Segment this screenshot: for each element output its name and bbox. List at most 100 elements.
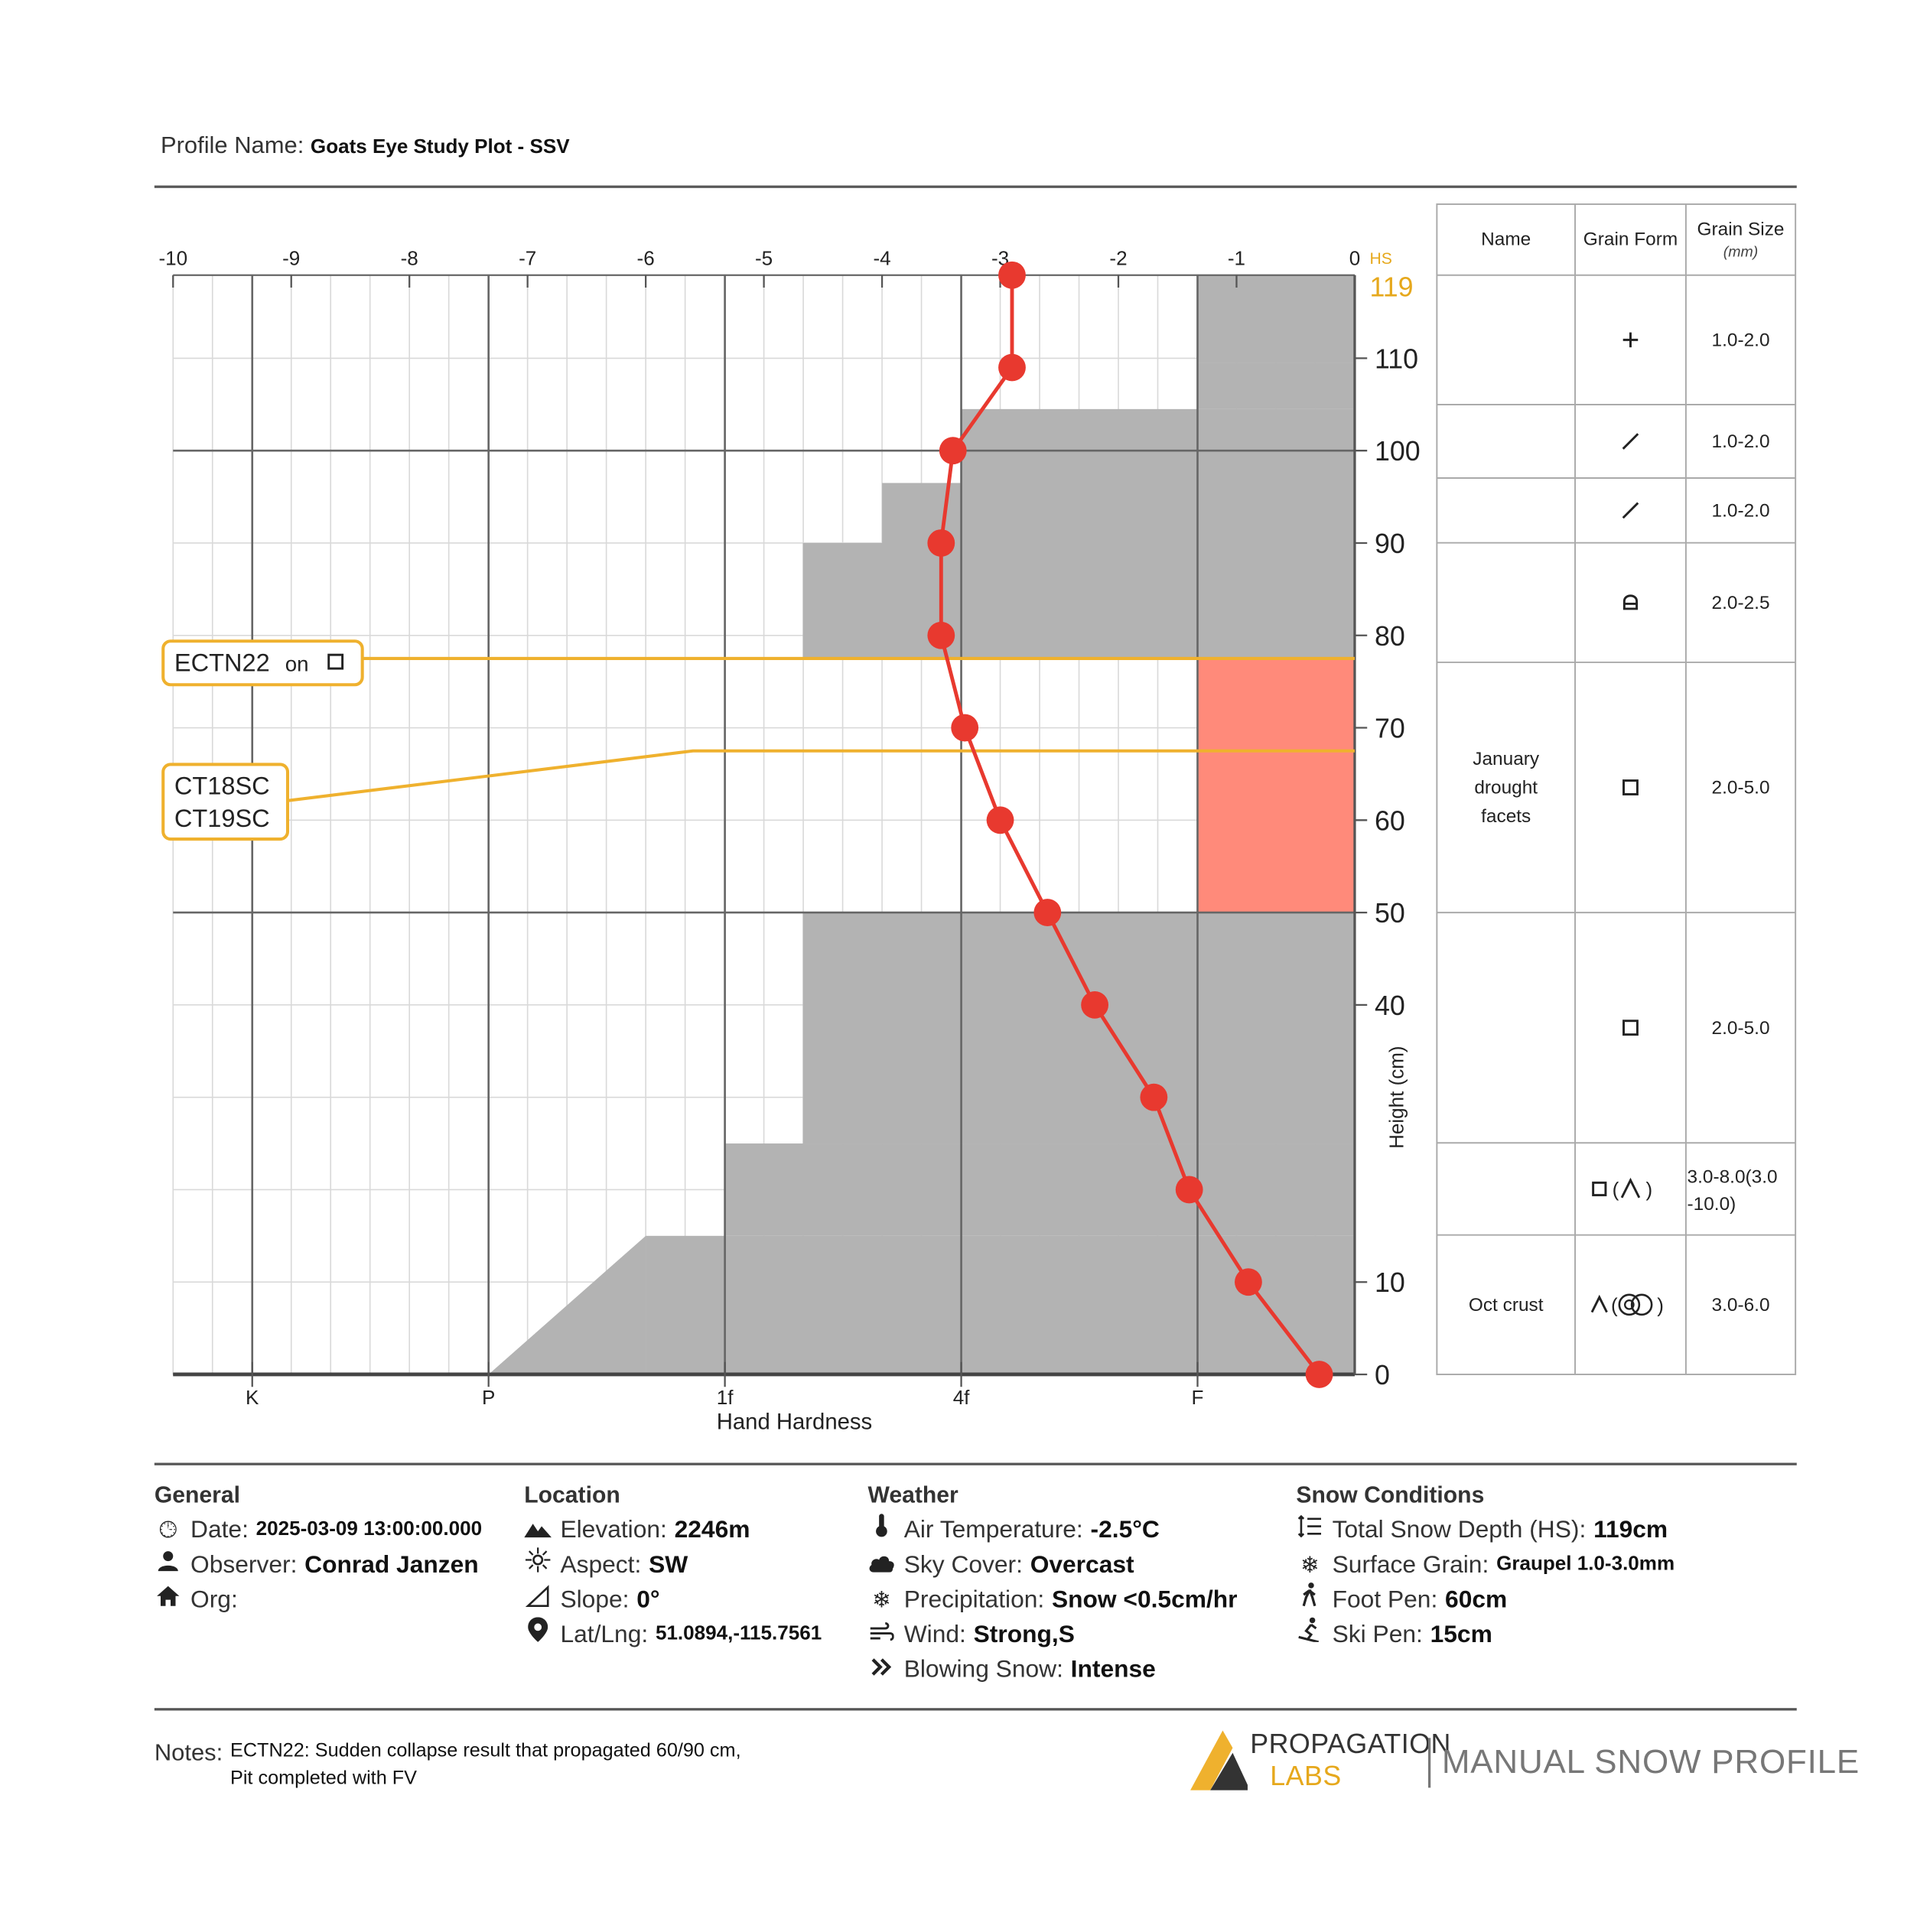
blowing-snow-value: Intense bbox=[1070, 1655, 1156, 1683]
aspect-row: Aspect: SW bbox=[524, 1547, 822, 1582]
general-heading: General bbox=[154, 1481, 240, 1508]
snow-layer bbox=[1197, 363, 1355, 409]
temperature-point bbox=[951, 714, 979, 742]
depth-hoar-icon bbox=[1620, 1177, 1641, 1199]
depth-lines-icon bbox=[1296, 1513, 1323, 1548]
brand-labs: LABS bbox=[1270, 1760, 1342, 1792]
test-label: CT18SC bbox=[174, 772, 270, 799]
snow-layer-taper bbox=[488, 1235, 646, 1374]
y-tick-label: 90 bbox=[1375, 529, 1405, 559]
snow-layer bbox=[802, 542, 1355, 659]
profile-name: Profile Name: Goats Eye Study Plot - SSV bbox=[161, 133, 570, 161]
blowing-snow-label: Blowing Snow: bbox=[903, 1655, 1063, 1683]
latlng-row: Lat/Lng: 51.0894,-115.7561 bbox=[524, 1617, 822, 1652]
map-pin-icon bbox=[524, 1617, 552, 1652]
y-tick-label: 10 bbox=[1375, 1267, 1405, 1298]
facet-grain-icon bbox=[1622, 1020, 1639, 1036]
grain-size: -10.0) bbox=[1688, 1194, 1736, 1215]
test-line bbox=[288, 749, 1355, 802]
cloud-icon bbox=[868, 1547, 896, 1582]
hardness-tick-label: 4f bbox=[953, 1386, 970, 1409]
facet-grain-icon bbox=[327, 653, 344, 670]
double-chevron-icon bbox=[868, 1652, 896, 1687]
foot-pen-label: Foot Pen: bbox=[1332, 1586, 1438, 1614]
y-tick-label: 0 bbox=[1375, 1360, 1390, 1390]
foot-pen-value: 60cm bbox=[1445, 1586, 1508, 1614]
facet-grain-icon bbox=[1622, 779, 1639, 795]
weather-heading: Weather bbox=[867, 1481, 958, 1508]
grain-size: 2.0-5.0 bbox=[1712, 778, 1770, 798]
slope-label: Slope: bbox=[560, 1586, 630, 1614]
x-tick-label: -7 bbox=[519, 247, 536, 270]
notes-line: ECTN22: Sudden collapse result that prop… bbox=[229, 1740, 741, 1762]
temperature-point bbox=[1081, 990, 1109, 1019]
temperature-point bbox=[1305, 1361, 1333, 1388]
header-divider bbox=[154, 185, 1797, 187]
date-value: 2025-03-09 13:00:00.000 bbox=[255, 1518, 483, 1540]
temperature-point bbox=[1175, 1176, 1203, 1204]
table-header-grain-size: Grain Size bbox=[1697, 220, 1785, 240]
profile-name-label: Profile Name: bbox=[160, 133, 304, 160]
snow-layer bbox=[802, 912, 1355, 1144]
precipitation-value: Snow <0.5cm/hr bbox=[1051, 1586, 1238, 1614]
precip-particle-icon bbox=[1622, 332, 1639, 348]
layer-name: Oct crust bbox=[1469, 1295, 1544, 1316]
observer-value: Conrad Janzen bbox=[304, 1551, 479, 1579]
depth-hoar-icon bbox=[1590, 1294, 1608, 1313]
elevation-label: Elevation: bbox=[560, 1516, 667, 1544]
ski-pen-value: 15cm bbox=[1430, 1621, 1492, 1649]
decomposing-fragment-icon bbox=[1622, 502, 1639, 519]
y-tick-label: 40 bbox=[1375, 990, 1405, 1021]
temperature-point bbox=[986, 806, 1014, 834]
ski-pen-label: Ski Pen: bbox=[1332, 1621, 1423, 1649]
blowing-snow-row: Blowing Snow: Intense bbox=[868, 1652, 1238, 1687]
snow-layer bbox=[646, 1235, 1355, 1374]
grain-size: 3.0-6.0 bbox=[1712, 1295, 1770, 1316]
snowflake-icon: ❄︎ bbox=[1300, 1552, 1320, 1578]
x-tick-label: -8 bbox=[401, 247, 418, 270]
date-label: Date: bbox=[190, 1516, 249, 1544]
home-icon bbox=[155, 1582, 182, 1618]
latlng-label: Lat/Lng: bbox=[560, 1621, 649, 1649]
latlng-value: 51.0894,-115.7561 bbox=[655, 1623, 822, 1645]
grain-size: 2.0-5.0 bbox=[1712, 1018, 1770, 1039]
clock-icon: 🕒︎ bbox=[159, 1517, 177, 1543]
x-tick-label: -6 bbox=[637, 247, 655, 270]
info-divider bbox=[154, 1708, 1797, 1710]
grain-size: 2.0-2.5 bbox=[1712, 593, 1770, 613]
melt-form-icon bbox=[1630, 1293, 1653, 1316]
precipitation-label: Precipitation: bbox=[903, 1586, 1045, 1614]
x-tick-label: -1 bbox=[1228, 247, 1245, 270]
slope-row: Slope: 0° bbox=[524, 1582, 822, 1618]
x-tick-label: -4 bbox=[873, 247, 890, 270]
person-icon bbox=[155, 1547, 182, 1582]
sky-cover-value: Overcast bbox=[1030, 1551, 1134, 1579]
temperature-point bbox=[1033, 899, 1062, 926]
brand-name: PROPAGATION bbox=[1250, 1728, 1451, 1759]
notes-line: Pit completed with FV bbox=[229, 1768, 417, 1790]
hs-label: HS bbox=[1369, 250, 1391, 268]
hardness-tick-label: P bbox=[482, 1386, 495, 1409]
elevation-row: Elevation: 2246m bbox=[524, 1513, 822, 1548]
snow-depth-value: 119cm bbox=[1593, 1516, 1668, 1544]
paren-glyph: ( bbox=[1613, 1178, 1619, 1201]
grain-size: 1.0-2.0 bbox=[1712, 330, 1770, 351]
ski-pen-row: Ski Pen: 15cm bbox=[1296, 1617, 1675, 1652]
melt-form-icon bbox=[1618, 1293, 1641, 1316]
notes-label: Notes: bbox=[154, 1740, 223, 1767]
hiker-icon bbox=[1296, 1582, 1323, 1618]
precipitation-row: ❄︎ Precipitation: Snow <0.5cm/hr bbox=[868, 1582, 1238, 1618]
snow-layer bbox=[961, 408, 1355, 483]
compass-icon bbox=[524, 1547, 552, 1582]
location-heading: Location bbox=[524, 1481, 620, 1508]
table-header-grain-form: Grain Form bbox=[1583, 229, 1678, 250]
general-section: General 🕒︎ Date: 2025-03-09 13:00:00.000… bbox=[155, 1482, 482, 1617]
y-axis-label: Height (cm) bbox=[1385, 1046, 1408, 1149]
y-tick-label: 60 bbox=[1375, 805, 1405, 836]
temperature-point bbox=[927, 529, 955, 557]
temperature-point bbox=[1140, 1083, 1168, 1111]
org-label: Org: bbox=[190, 1586, 238, 1614]
date-row: 🕒︎ Date: 2025-03-09 13:00:00.000 bbox=[155, 1513, 482, 1548]
wind-value: Strong,S bbox=[973, 1621, 1075, 1649]
thermometer-icon bbox=[868, 1513, 896, 1548]
